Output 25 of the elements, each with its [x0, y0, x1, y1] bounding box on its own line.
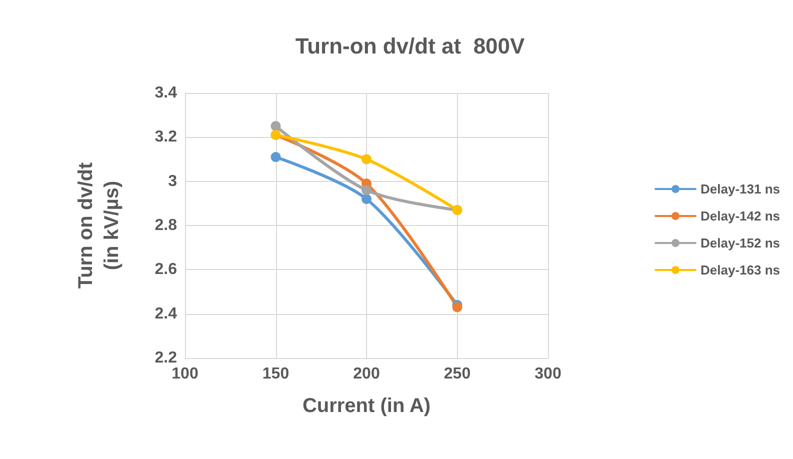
point — [362, 194, 372, 204]
y-tick-label: 2.4 — [154, 305, 178, 322]
point — [270, 152, 281, 162]
y-tick-label: 3.2 — [154, 128, 178, 146]
chart-title: Turn-on dv/dt at 800V — [295, 34, 526, 58]
y-tick-label: 3 — [168, 172, 178, 190]
y-axis-title: Turn on dv/dt (in kV/µs) — [75, 162, 123, 289]
legend-label: Delay-131 ns — [700, 182, 780, 196]
legend-label: Delay-142 ns — [700, 208, 780, 224]
point — [452, 302, 462, 312]
x-tick-label: 150 — [262, 366, 290, 382]
x-axis-title: Current (in A) — [302, 395, 431, 417]
point — [362, 185, 372, 196]
x-tick-label: 200 — [353, 366, 380, 382]
y-tick-label: 2.8 — [154, 217, 178, 234]
y-tick-label: 3.4 — [154, 84, 178, 102]
point — [362, 154, 372, 164]
x-tick-label: 250 — [444, 366, 471, 382]
legend-label: Delay-163 ns — [700, 262, 780, 278]
x-tick-label: 300 — [534, 366, 562, 382]
y-tick-label: 2.6 — [154, 261, 178, 278]
x-tick-label: 100 — [172, 366, 198, 382]
point — [270, 121, 281, 132]
y-tick-label: 2.2 — [154, 350, 178, 366]
legend-label: Delay-152 ns — [700, 236, 780, 250]
